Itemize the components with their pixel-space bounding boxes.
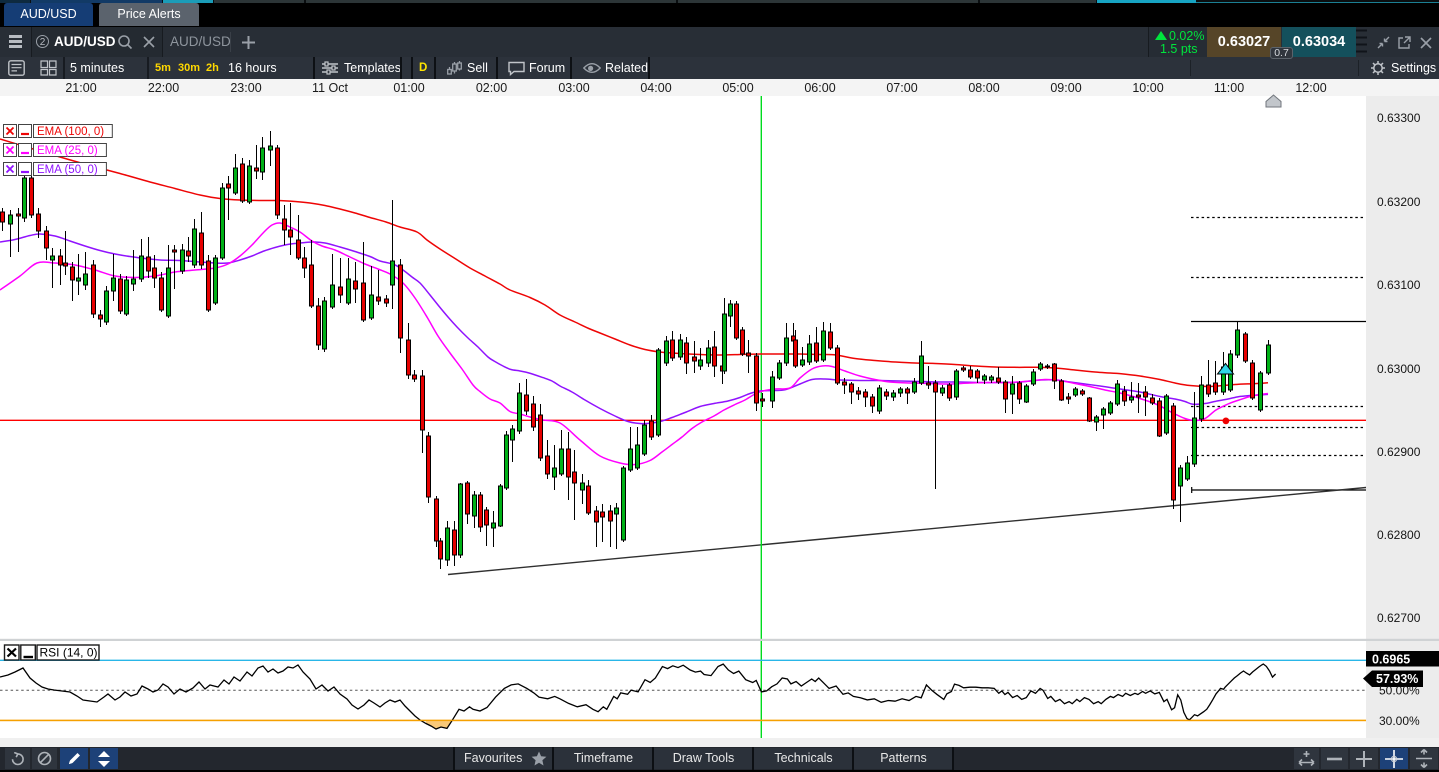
- svg-text:12:00: 12:00: [1295, 81, 1326, 95]
- svg-text:50.00%: 50.00%: [1379, 684, 1420, 698]
- svg-text:57.93%: 57.93%: [1376, 672, 1418, 686]
- svg-text:RSI (14, 0): RSI (14, 0): [40, 646, 98, 660]
- svg-text:0.63000: 0.63000: [1377, 362, 1421, 376]
- svg-text:09:00: 09:00: [1050, 81, 1081, 95]
- svg-text:0.63200: 0.63200: [1377, 195, 1421, 209]
- svg-text:EMA (25, 0): EMA (25, 0): [37, 145, 98, 157]
- svg-text:23:00: 23:00: [230, 81, 261, 95]
- svg-text:0.62900: 0.62900: [1377, 445, 1421, 459]
- svg-text:07:00: 07:00: [886, 81, 917, 95]
- svg-text:05:00: 05:00: [722, 81, 753, 95]
- svg-text:0.6965: 0.6965: [1372, 653, 1410, 667]
- svg-text:0.62700: 0.62700: [1377, 611, 1421, 625]
- svg-text:02:00: 02:00: [476, 81, 507, 95]
- svg-text:03:00: 03:00: [558, 81, 589, 95]
- svg-text:0.63100: 0.63100: [1377, 278, 1421, 292]
- svg-text:06:00: 06:00: [804, 81, 835, 95]
- svg-text:0.63300: 0.63300: [1377, 111, 1421, 125]
- svg-text:EMA (50, 0): EMA (50, 0): [37, 164, 98, 176]
- svg-text:11:00: 11:00: [1214, 81, 1244, 95]
- svg-text:10:00: 10:00: [1132, 81, 1163, 95]
- svg-text:30.00%: 30.00%: [1379, 714, 1420, 728]
- svg-text:EMA (100, 0): EMA (100, 0): [37, 126, 104, 138]
- svg-text:11 Oct: 11 Oct: [312, 81, 348, 95]
- svg-text:01:00: 01:00: [393, 81, 424, 95]
- svg-text:04:00: 04:00: [640, 81, 671, 95]
- svg-text:0.62800: 0.62800: [1377, 528, 1421, 542]
- svg-text:08:00: 08:00: [968, 81, 999, 95]
- svg-text:22:00: 22:00: [148, 81, 179, 95]
- svg-text:21:00: 21:00: [65, 81, 96, 95]
